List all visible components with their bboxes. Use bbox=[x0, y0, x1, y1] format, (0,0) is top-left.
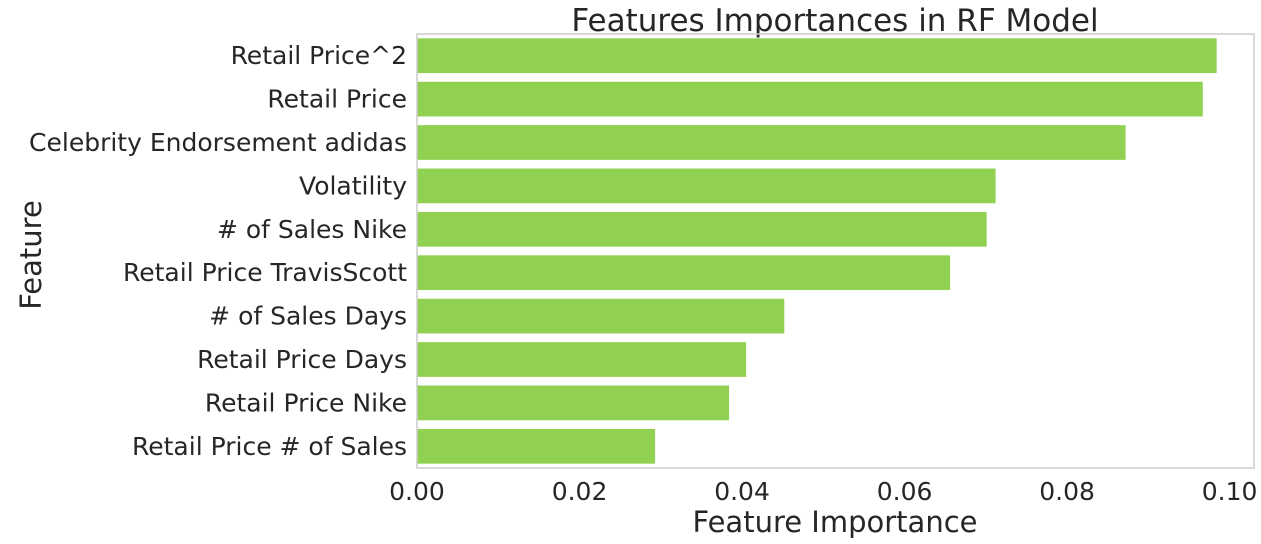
bar bbox=[417, 81, 1203, 117]
plot-frame bbox=[416, 33, 1255, 469]
bar bbox=[417, 125, 1126, 160]
category-label: Celebrity Endorsement adidas bbox=[29, 128, 407, 157]
x-tick-label: 0.08 bbox=[1039, 477, 1095, 506]
bar bbox=[417, 255, 951, 291]
bars-group bbox=[417, 38, 1217, 464]
bar bbox=[417, 211, 987, 247]
category-label: Retail Price Days bbox=[197, 345, 407, 374]
x-tick-label: 0.00 bbox=[389, 477, 445, 506]
category-label: Retail Price bbox=[267, 85, 407, 114]
bar bbox=[417, 38, 1217, 74]
category-label: Retail Price # of Sales bbox=[132, 432, 407, 461]
x-tick-label: 0.02 bbox=[552, 477, 608, 506]
x-tick-label: 0.10 bbox=[1202, 477, 1258, 506]
bar bbox=[417, 385, 730, 421]
category-labels: Retail Price^2 Retail Price Celebrity Endo… bbox=[29, 41, 407, 461]
x-tick-labels: 0.00 0.02 0.04 0.06 0.08 0.10 bbox=[389, 477, 1257, 506]
category-label: Retail Price Nike bbox=[205, 388, 407, 417]
y-axis-label: Feature bbox=[14, 200, 48, 310]
category-label: Retail Price^2 bbox=[231, 41, 407, 70]
bar bbox=[417, 298, 785, 334]
category-label: Volatility bbox=[299, 171, 407, 200]
x-tick-label: 0.04 bbox=[714, 477, 770, 506]
category-label: # of Sales Nike bbox=[217, 215, 407, 244]
chart-title: Features Importances in RF Model bbox=[571, 3, 1098, 39]
bar bbox=[417, 342, 747, 377]
x-tick-label: 0.06 bbox=[877, 477, 933, 506]
bar bbox=[417, 168, 996, 204]
category-label: Retail Price TravisScott bbox=[123, 258, 407, 287]
x-axis-label: Feature Importance bbox=[693, 505, 978, 539]
bar bbox=[417, 428, 656, 464]
category-label: # of Sales Days bbox=[209, 302, 407, 331]
